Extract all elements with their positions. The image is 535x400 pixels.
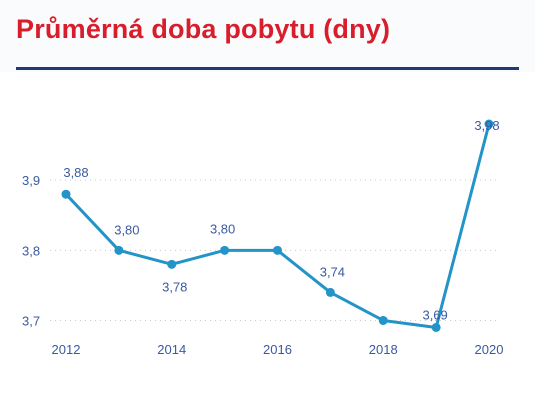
data-point [431,322,441,332]
data-point [167,259,177,269]
y-tick-label: 3,9 [22,173,40,188]
x-tick-label: 2016 [263,342,292,357]
chart-title: Průměrná doba pobytu (dny) [16,14,391,44]
data-point [484,119,494,129]
y-tick-label: 3,7 [22,313,40,328]
x-tick-label: 2012 [52,342,81,357]
x-tick-label: 2014 [157,342,186,357]
data-label: 3,80 [114,222,139,237]
data-label: 3,69 [422,307,447,322]
y-tick-label: 3,8 [22,243,40,258]
data-label: 3,74 [320,264,345,279]
data-label: 3,88 [63,165,88,180]
x-tick-label: 2020 [475,342,504,357]
data-point [325,287,335,297]
data-point [61,189,71,199]
plot-background [0,72,535,400]
title-divider [16,67,519,70]
data-label: 3,78 [162,279,187,294]
data-label: 3,80 [210,221,235,236]
data-label: 3,98 [474,118,499,133]
data-point [220,245,230,255]
x-tick-label: 2018 [369,342,398,357]
data-point [114,245,124,255]
data-point [378,315,388,325]
data-point [273,245,282,255]
